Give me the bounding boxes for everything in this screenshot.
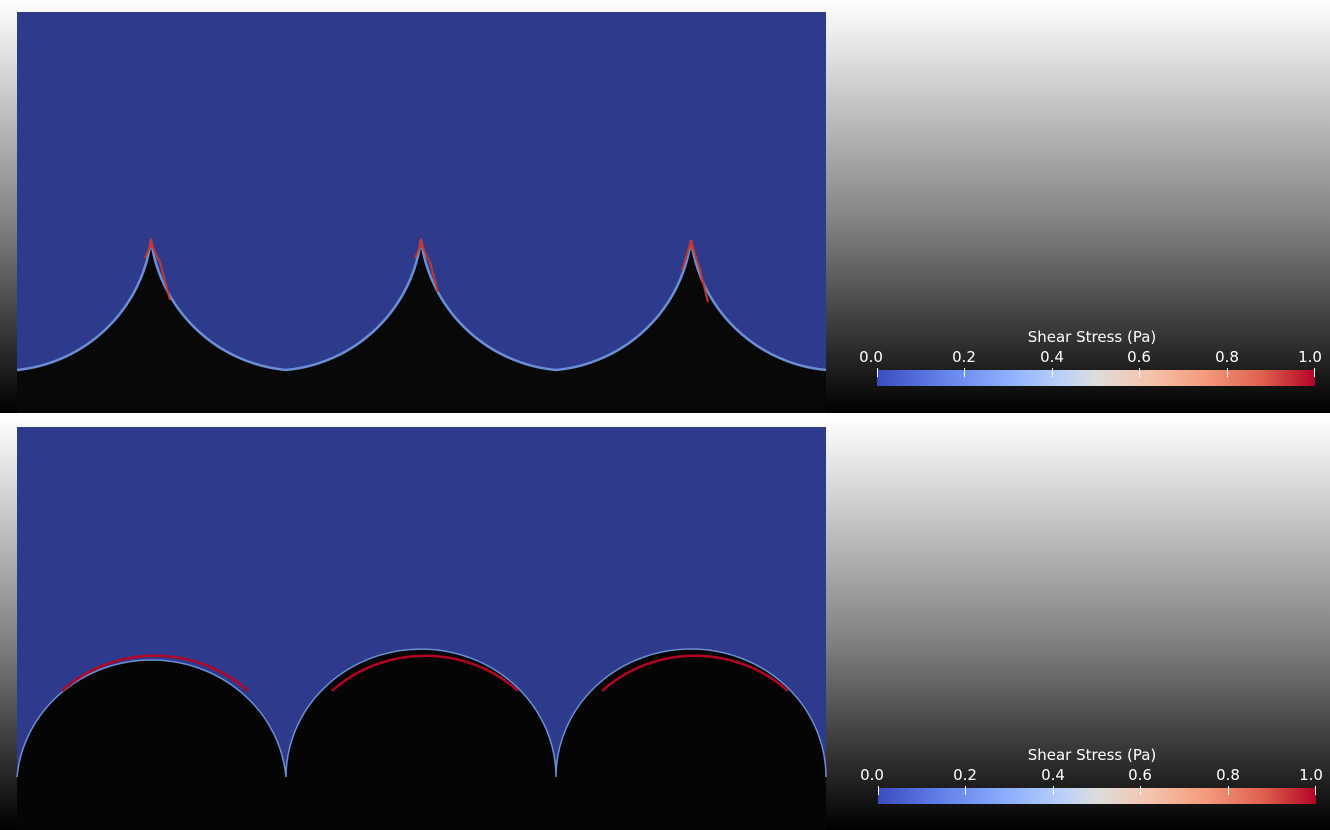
tick-label: 0.8 <box>1216 766 1240 784</box>
tick-label: 0.4 <box>1041 766 1065 784</box>
solid-region-bottom <box>17 649 826 830</box>
tick-mark <box>1139 368 1140 377</box>
fluid-region-bottom <box>17 427 826 777</box>
tick-label: 1.0 <box>1299 766 1323 784</box>
simulation-domain-top <box>16 12 827 413</box>
tick-label: 0.6 <box>1127 348 1151 366</box>
tick-mark <box>964 368 965 377</box>
tick-label: 0.4 <box>1040 348 1064 366</box>
tick-mark <box>1140 786 1141 795</box>
tick-mark <box>878 786 879 795</box>
scalar-bar-title: Shear Stress (Pa) <box>1027 328 1157 346</box>
colormap-bar <box>877 370 1315 386</box>
simulation-domain-bottom <box>16 427 827 830</box>
scalar-bar-top[interactable]: Shear Stress (Pa) 0.0 0.2 0.4 0.6 0.8 1.… <box>857 328 1327 413</box>
render-view-top[interactable]: Shear Stress (Pa) 0.0 0.2 0.4 0.6 0.8 1.… <box>0 0 1330 413</box>
tick-mark <box>877 368 878 377</box>
scalar-bar-bottom[interactable]: Shear Stress (Pa) 0.0 0.2 0.4 0.6 0.8 1.… <box>857 746 1327 830</box>
tick-label: 0.8 <box>1215 348 1239 366</box>
tick-mark <box>1228 786 1229 795</box>
wall-low-stress-band-bottom <box>16 648 827 778</box>
tick-mark <box>1314 368 1315 377</box>
bump-high-stress-2 <box>331 654 519 692</box>
tick-mark <box>1052 368 1053 377</box>
bump-high-stress-1 <box>61 654 249 692</box>
tick-label: 0.2 <box>952 348 976 366</box>
tick-label: 1.0 <box>1298 348 1322 366</box>
tick-label: 0.6 <box>1128 766 1152 784</box>
colormap-bar <box>878 788 1316 804</box>
bump-high-stress-3 <box>601 654 789 692</box>
fluid-region-top <box>17 12 826 370</box>
render-view-bottom[interactable]: Shear Stress (Pa) 0.0 0.2 0.4 0.6 0.8 1.… <box>0 417 1330 830</box>
tick-label: 0.0 <box>860 766 884 784</box>
tick-mark <box>1053 786 1054 795</box>
tick-label: 0.2 <box>953 766 977 784</box>
tick-mark <box>965 786 966 795</box>
scalar-bar-title: Shear Stress (Pa) <box>1027 746 1157 764</box>
tick-label: 0.0 <box>859 348 883 366</box>
solid-region-top <box>17 240 826 413</box>
tick-mark <box>1227 368 1228 377</box>
tick-mark <box>1315 786 1316 795</box>
